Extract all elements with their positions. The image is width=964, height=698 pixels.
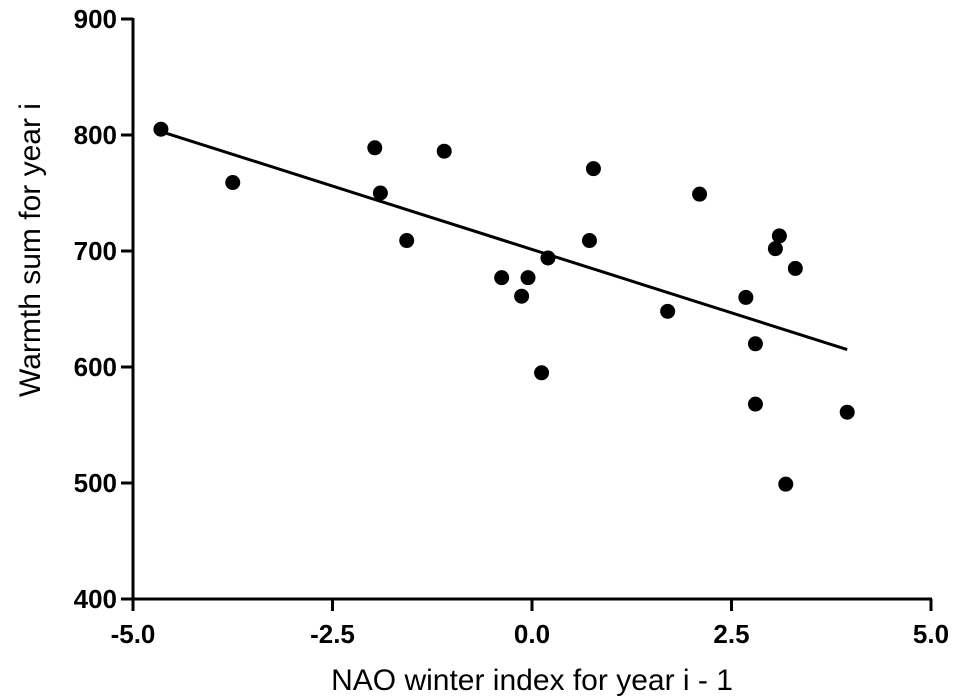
- y-tick-label: 700: [74, 236, 117, 266]
- data-point: [582, 233, 597, 248]
- y-tick-label: 800: [74, 120, 117, 150]
- data-point: [788, 261, 803, 276]
- x-axis-title: NAO winter index for year i - 1: [331, 664, 733, 697]
- data-points: [153, 122, 854, 492]
- data-point: [514, 289, 529, 304]
- x-tick-label: 0.0: [514, 619, 550, 649]
- data-point: [494, 270, 509, 285]
- data-point: [534, 365, 549, 380]
- data-point: [437, 144, 452, 159]
- trend-line: [161, 132, 847, 350]
- x-tick-label: -5.0: [111, 619, 156, 649]
- data-point: [540, 250, 555, 265]
- y-tick-label: 400: [74, 584, 117, 614]
- data-point: [367, 140, 382, 155]
- data-point: [521, 270, 536, 285]
- data-point: [778, 477, 793, 492]
- data-point: [373, 186, 388, 201]
- data-point: [399, 233, 414, 248]
- data-point: [748, 336, 763, 351]
- x-tick-label: 5.0: [913, 619, 949, 649]
- y-axis-title: Warmth sum for year i: [14, 103, 47, 397]
- trendline-group: [161, 132, 847, 350]
- data-point: [840, 405, 855, 420]
- data-point: [692, 187, 707, 202]
- data-point: [748, 397, 763, 412]
- data-point: [586, 161, 601, 176]
- data-point: [738, 290, 753, 305]
- y-tick-label: 500: [74, 468, 117, 498]
- data-point: [225, 175, 240, 190]
- x-tick-label: 2.5: [713, 619, 749, 649]
- data-point: [153, 122, 168, 137]
- data-point: [768, 241, 783, 256]
- axes: 400 500 600 700 800 900 -5.0 -2.5 0.0 2.5 5.0: [74, 4, 949, 649]
- data-point: [772, 228, 787, 243]
- y-tick-label: 600: [74, 352, 117, 382]
- data-point: [660, 304, 675, 319]
- x-tick-label: -2.5: [310, 619, 355, 649]
- y-tick-label: 900: [74, 4, 117, 34]
